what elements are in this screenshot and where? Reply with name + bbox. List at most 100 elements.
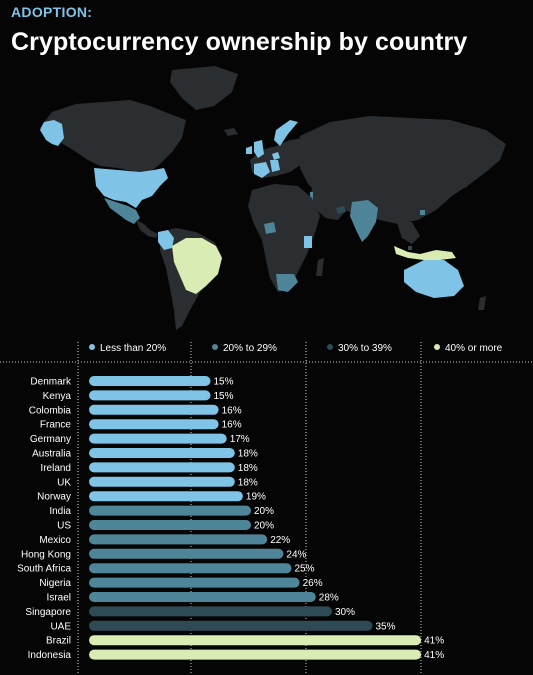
map-land-uk — [254, 140, 264, 158]
legend-swatch — [434, 344, 440, 350]
value-label: 28% — [319, 593, 339, 604]
map-land-central-america — [136, 220, 158, 238]
map-land-norway — [274, 120, 298, 146]
map-land-france — [254, 162, 270, 178]
category-label: South Africa — [17, 564, 71, 575]
map-land-indonesia — [394, 246, 456, 260]
map-land-madagascar — [316, 258, 324, 276]
category-label: Brazil — [46, 636, 71, 647]
map-land-alaska — [40, 120, 64, 146]
value-label: 41% — [424, 650, 444, 661]
bar — [89, 592, 316, 602]
bar — [89, 635, 422, 646]
legend-label: 20% to 29% — [223, 343, 277, 354]
bar — [89, 548, 284, 559]
map-land-iceland — [224, 128, 238, 136]
value-label: 26% — [303, 578, 323, 589]
value-label: 19% — [246, 492, 266, 503]
map-land-asia — [298, 116, 506, 224]
map-land-new-zealand — [478, 296, 486, 310]
chart-legend: Less than 20% 20% to 29% 30% to 39% 40% or … — [89, 343, 503, 354]
category-label: US — [57, 521, 71, 532]
category-label: UAE — [50, 621, 71, 632]
bar — [89, 491, 243, 502]
map-land-colombia — [158, 230, 174, 250]
map-land-hong-kong — [420, 210, 425, 215]
map-land-us — [94, 168, 168, 208]
legend-label: 30% to 39% — [338, 343, 392, 354]
value-label: 15% — [214, 391, 234, 402]
category-label: Kenya — [43, 391, 72, 402]
category-label: Australia — [32, 449, 71, 460]
value-label: 25% — [295, 564, 315, 575]
bar — [89, 520, 251, 530]
value-label: 18% — [238, 477, 258, 488]
bar — [89, 620, 373, 631]
value-label: 30% — [335, 607, 355, 618]
bar — [89, 448, 235, 458]
value-label: 16% — [222, 420, 242, 431]
map-land-kenya — [304, 236, 312, 248]
chart-bars: Denmark 15% Kenya 15% Colombia 16% France 16% Ge… — [17, 376, 444, 661]
page-title: Cryptocurrency ownership by country — [11, 28, 468, 56]
map-land-uae — [336, 206, 346, 214]
value-label: 22% — [270, 535, 290, 546]
category-label: Colombia — [29, 405, 72, 416]
legend-swatch — [327, 344, 333, 350]
bar — [89, 476, 235, 487]
map-land-brazil — [172, 238, 222, 294]
map-land-ireland — [246, 146, 252, 154]
value-label: 20% — [254, 506, 274, 517]
map-land-south-africa — [276, 274, 298, 292]
map-land-nigeria — [264, 222, 276, 234]
bar — [89, 606, 332, 617]
map-land-germany — [270, 160, 280, 172]
value-label: 41% — [424, 636, 444, 647]
map-land-greenland — [170, 66, 238, 110]
category-label: Denmark — [30, 377, 72, 388]
bar — [89, 376, 211, 386]
world-map — [40, 66, 506, 330]
category-label: Ireland — [40, 463, 71, 474]
value-label: 20% — [254, 521, 274, 532]
map-land-africa — [248, 184, 320, 292]
bar — [89, 563, 292, 574]
bar — [89, 649, 422, 660]
map-land-australia — [404, 260, 464, 298]
category-label: Hong Kong — [21, 549, 71, 560]
bar — [89, 419, 219, 430]
map-land-southeast-asia — [396, 220, 420, 244]
kicker-label: ADOPTION: — [11, 4, 93, 20]
category-label: Nigeria — [39, 578, 71, 589]
legend-swatch — [89, 344, 95, 350]
legend-label: 40% or more — [445, 343, 503, 354]
category-label: Mexico — [39, 535, 71, 546]
map-land-middle-east — [310, 188, 346, 220]
bar — [89, 534, 268, 545]
bar — [89, 505, 251, 516]
ownership-bar-chart: Less than 20% 20% to 29% 30% to 39% 40% or … — [0, 342, 533, 675]
category-label: Israel — [47, 593, 71, 604]
bar — [89, 433, 227, 444]
value-label: 24% — [286, 549, 306, 560]
bar — [89, 404, 219, 415]
value-label: 18% — [238, 463, 258, 474]
bar — [89, 462, 235, 473]
category-label: Germany — [30, 434, 71, 445]
category-label: Norway — [37, 492, 71, 503]
category-label: Indonesia — [28, 650, 72, 661]
value-label: 17% — [230, 434, 250, 445]
category-label: India — [49, 506, 71, 517]
map-land-denmark — [272, 152, 280, 160]
map-land-singapore — [408, 246, 412, 250]
category-label: UK — [57, 477, 71, 488]
map-land-japan — [460, 164, 474, 188]
bar — [89, 390, 211, 401]
legend-swatch — [212, 344, 218, 350]
map-land-north-america — [40, 100, 186, 172]
value-label: 16% — [222, 405, 242, 416]
value-label: 35% — [376, 621, 396, 632]
value-label: 15% — [214, 377, 234, 388]
chart-gridlines — [0, 342, 533, 675]
category-label: Singapore — [25, 607, 71, 618]
